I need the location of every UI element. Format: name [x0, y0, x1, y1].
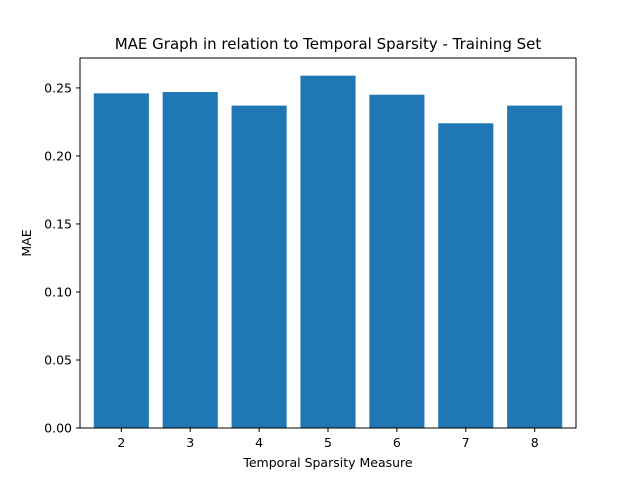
x-tick-label: 8 [531, 435, 539, 450]
x-axis-label: Temporal Sparsity Measure [242, 455, 413, 470]
x-tick-label: 7 [462, 435, 470, 450]
bar-2 [93, 93, 149, 429]
bar-6 [369, 94, 425, 428]
chart-title: MAE Graph in relation to Temporal Sparsi… [115, 35, 542, 53]
x-tick-label: 5 [324, 435, 332, 450]
y-tick-label: 0.10 [44, 284, 72, 299]
y-tick-label: 0.20 [44, 148, 72, 163]
bar-4 [231, 105, 287, 429]
x-tick-label: 4 [255, 435, 263, 450]
x-tick-label: 3 [186, 435, 194, 450]
y-tick-label: 0.15 [44, 216, 72, 231]
bar-5 [300, 75, 356, 429]
x-ticks: 2 3 4 5 6 7 8 [117, 428, 539, 450]
y-tick-label: 0.05 [44, 352, 72, 367]
y-axis-label: MAE [19, 229, 34, 256]
y-tick-label: 0.25 [44, 80, 72, 95]
bar-8 [507, 105, 563, 429]
bar-7 [438, 123, 494, 428]
y-tick-label: 0.00 [44, 421, 72, 436]
bars-layer [93, 75, 563, 429]
bar-3 [162, 92, 218, 428]
x-tick-label: 6 [393, 435, 401, 450]
y-ticks: 0.00 0.05 0.10 0.15 0.20 0.25 [44, 80, 80, 436]
x-tick-label: 2 [117, 435, 125, 450]
